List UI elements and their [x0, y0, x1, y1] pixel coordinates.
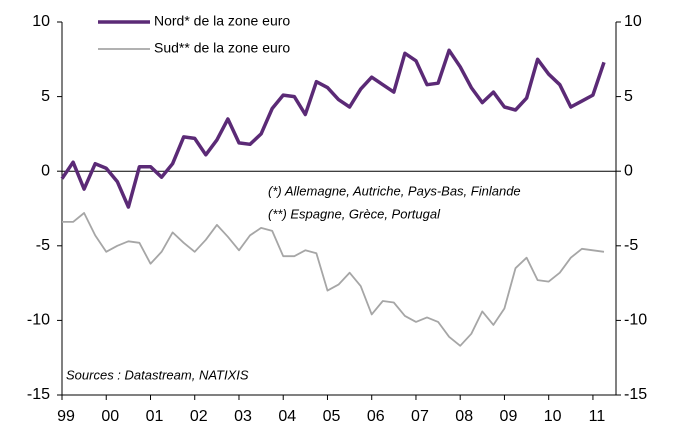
y-tick-label: 0: [41, 162, 50, 179]
legend-label: Nord* de la zone euro: [154, 13, 290, 29]
y2-tick-label: 0: [624, 162, 633, 179]
series-line: [62, 212, 605, 347]
annotation: (**) Espagne, Grèce, Portugal: [268, 206, 441, 221]
x-tick-label: 05: [323, 408, 341, 425]
x-tick-label: 01: [146, 408, 164, 425]
x-tick-label: 07: [411, 408, 429, 425]
legend-label: Sud** de la zone euro: [154, 40, 290, 56]
x-tick-label: 99: [57, 408, 75, 425]
x-tick-label: 09: [500, 408, 518, 425]
y2-tick-label: -5: [624, 237, 638, 254]
x-tick-label: 03: [234, 408, 252, 425]
y-tick-label: -5: [36, 237, 50, 254]
x-tick-label: 02: [190, 408, 208, 425]
y-tick-label: -10: [27, 312, 50, 329]
x-tick-label: 08: [455, 408, 473, 425]
x-tick-label: 06: [367, 408, 385, 425]
annotation: (*) Allemagne, Autriche, Pays-Bas, Finla…: [268, 183, 521, 198]
y2-tick-label: -10: [624, 312, 647, 329]
x-tick-label: 04: [278, 408, 296, 425]
source: Sources : Datastream, NATIXIS: [66, 367, 249, 382]
y2-tick-label: 10: [624, 13, 642, 30]
x-tick-label: 11: [589, 408, 606, 425]
y2-tick-label: 5: [624, 88, 633, 105]
y-tick-label: 5: [41, 88, 50, 105]
y2-tick-label: -15: [624, 386, 647, 403]
y-tick-label: -15: [27, 386, 50, 403]
series-line: [60, 48, 606, 209]
x-tick-label: 00: [101, 408, 119, 425]
x-tick-label: 10: [544, 408, 562, 425]
y-tick-label: 10: [32, 13, 50, 30]
